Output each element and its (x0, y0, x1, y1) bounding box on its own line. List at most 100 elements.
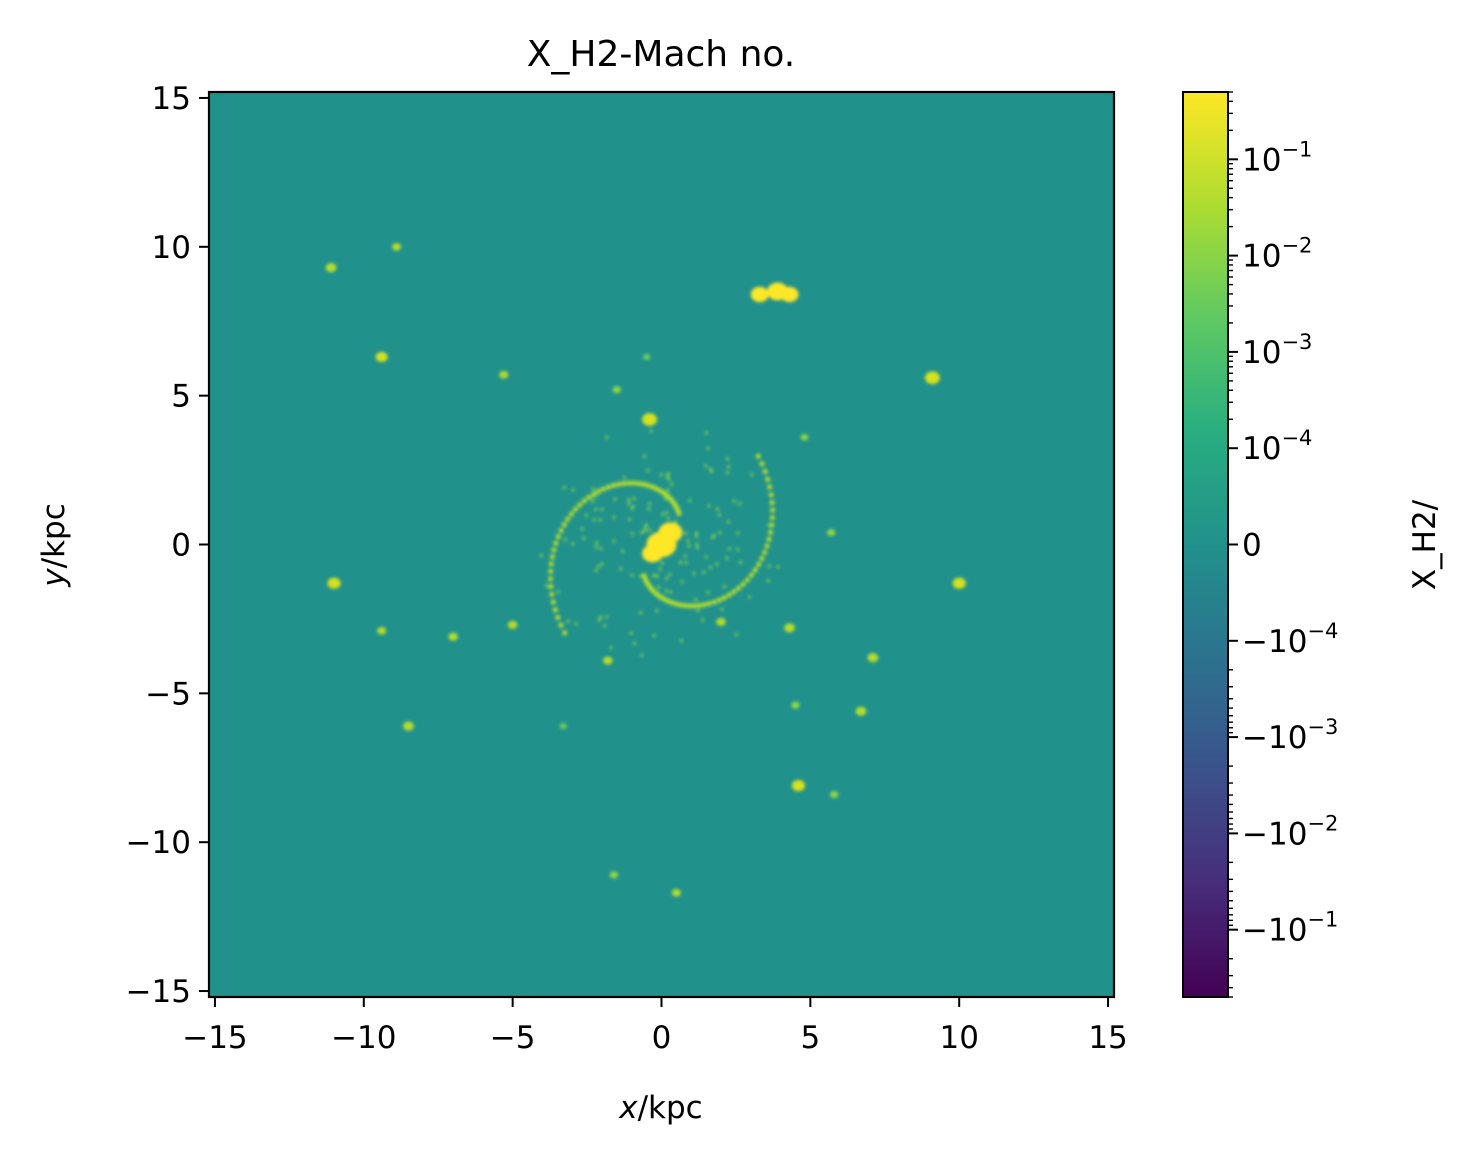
disk-speckle (642, 454, 646, 458)
colorbar-tick-exponent: −1 (1281, 137, 1312, 161)
disk-speckle (605, 435, 609, 439)
h2-clump (507, 620, 518, 629)
colorbar-tick-base: −10 (1242, 816, 1307, 852)
disk-speckle (776, 565, 780, 569)
disk-speckle (665, 474, 670, 479)
spiral-arm-point (755, 453, 761, 459)
disk-speckle (673, 519, 678, 524)
spiral-arm-point (706, 600, 712, 607)
y-axis-ticks: 15 10 5 0 −5 −10 −15 (126, 81, 209, 1010)
x-axis-unit: /kpc (638, 1090, 703, 1126)
disk-speckle (544, 584, 549, 588)
disk-speckle (666, 516, 670, 520)
spiral-arm-point (665, 598, 671, 604)
spiral-arm-point (565, 516, 571, 522)
spiral-arm-point (768, 529, 774, 535)
disk-speckle (649, 429, 653, 433)
spiral-arm-point (701, 602, 707, 608)
disk-speckle (631, 504, 635, 509)
disk-speckle (592, 495, 596, 499)
spiral-arm-point (673, 601, 679, 607)
h2-clump (658, 522, 683, 543)
disk-speckle (651, 573, 655, 578)
disk-speckle (725, 556, 729, 560)
disk-speckle (766, 579, 771, 583)
disk-speckle (592, 518, 596, 522)
disk-speckle (706, 590, 710, 595)
spiral-arm-point (677, 602, 683, 608)
disk-speckle (666, 488, 670, 492)
disk-speckle (664, 576, 669, 581)
y-tick-label: −5 (145, 676, 191, 712)
h2-clump (392, 242, 402, 251)
disk-speckle (613, 497, 617, 501)
y-tick-label: 15 (152, 81, 191, 117)
colorbar-tick-base: 10 (1242, 335, 1281, 371)
colorbar-tick-base: −10 (1242, 720, 1307, 756)
disk-speckle (704, 431, 708, 435)
spiral-arm-point (550, 599, 556, 605)
disk-speckle (702, 570, 706, 574)
disk-speckle (726, 465, 731, 469)
disk-speckle (704, 464, 708, 468)
h2-clump (609, 871, 619, 879)
disk-speckle (715, 562, 719, 566)
disk-speckle (663, 496, 667, 501)
y-tick-label: 5 (171, 379, 191, 415)
disk-speckle (655, 608, 659, 613)
disk-speckle (684, 561, 688, 565)
h2-clump (559, 723, 567, 730)
disk-speckle (718, 531, 722, 535)
y-axis-label: y/kpc (36, 503, 72, 587)
disk-speckle (695, 542, 699, 546)
disk-speckle (647, 507, 651, 511)
disk-speckle (658, 567, 662, 571)
colorbar-ticks: 10−110−210−310−40−10−4−10−3−10−2−10−1 (1228, 91, 1338, 998)
colorbar-tick-exponent: −2 (1307, 811, 1338, 835)
spiral-arm-point (577, 502, 583, 508)
h2-clump (642, 544, 664, 563)
spiral-arm-point (586, 494, 592, 500)
spiral-arm-point (549, 591, 555, 597)
colorbar-tick-base: 10 (1242, 239, 1281, 275)
h2-clump (612, 386, 622, 394)
colorbar-tick-label: 10−4 (1242, 426, 1312, 467)
x-tick-label: −5 (490, 1020, 536, 1056)
spiral-arm-point (696, 602, 702, 609)
colorbar-tick-label: −10−2 (1242, 811, 1338, 852)
disk-speckle (556, 590, 560, 594)
h2-clump (800, 434, 809, 441)
disk-speckle (710, 470, 714, 474)
x-tick-label: 15 (1088, 1020, 1127, 1056)
y-tick-label: 10 (152, 230, 191, 266)
spiral-arm-point (616, 481, 622, 487)
x-axis-variable: x (618, 1090, 638, 1126)
spiral-arm-point (711, 599, 717, 605)
spiral-arm-point (581, 498, 587, 504)
spiral-arm-point (548, 568, 554, 574)
disk-speckle (712, 533, 716, 537)
disk-speckle (612, 539, 616, 543)
spiral-arm-point (640, 481, 646, 487)
h2-clump (448, 632, 458, 641)
disk-speckle (736, 531, 740, 535)
spiral-arm-point (611, 482, 617, 489)
h2-clump (750, 286, 769, 303)
disk-speckle (571, 542, 575, 546)
disk-speckle (599, 546, 603, 550)
h2-clump (377, 627, 387, 635)
disk-speckle (627, 497, 631, 502)
disk-speckle (627, 517, 631, 521)
colorbar-tick-exponent: −4 (1307, 619, 1338, 643)
disk-speckle (627, 501, 631, 506)
disk-speckle (692, 571, 696, 576)
spiral-arm-point (769, 522, 775, 528)
disk-speckle (640, 653, 644, 657)
colorbar-tick-base: 10 (1242, 142, 1281, 178)
disk-speckle (725, 457, 730, 461)
spiral-arm-point (769, 499, 775, 506)
spiral-arm-point (767, 484, 773, 490)
h2-clump (671, 888, 681, 897)
disk-speckle (594, 507, 598, 511)
